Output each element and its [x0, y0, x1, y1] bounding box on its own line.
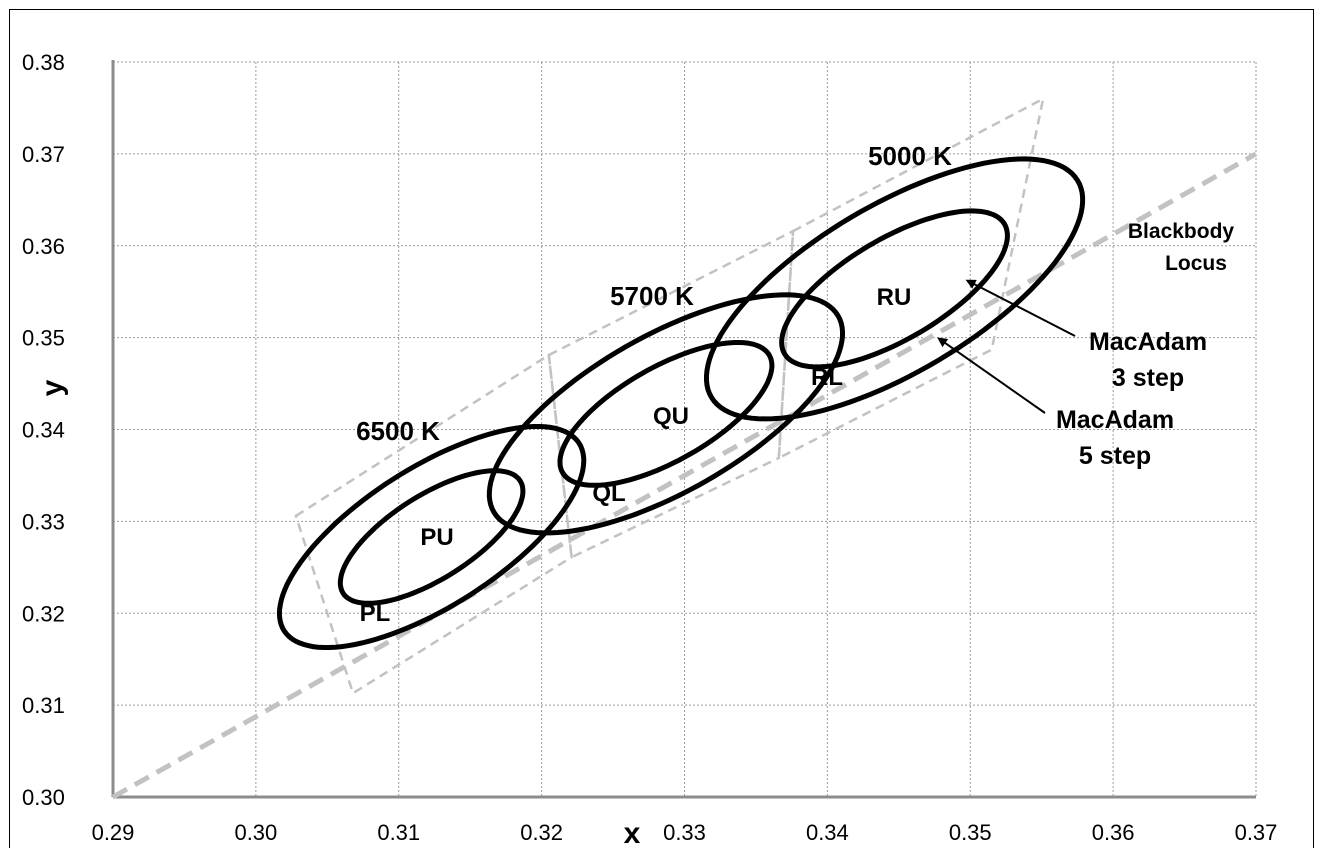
x-tick-label: 0.32: [520, 820, 563, 845]
tick-labels: 0.29 0.30 0.31 0.32 0.33 0.34 0.35 0.36 0.37 0.30…: [22, 50, 1277, 845]
macadam-5-step-ellipse: [704, 156, 1086, 422]
quadrangle: [547, 228, 795, 560]
quadrangle: [777, 96, 1045, 461]
macadam-ellipses: [276, 156, 1086, 650]
y-tick-label: 0.38: [22, 50, 65, 75]
x-tick-label: 0.37: [1235, 820, 1278, 845]
lower-ellipse-label: QL: [592, 480, 625, 507]
y-tick-label: 0.31: [22, 693, 65, 718]
y-tick-label: 0.33: [22, 509, 65, 534]
upper-ellipse-label: QU: [653, 403, 689, 430]
y-tick-label: 0.35: [22, 326, 65, 351]
chart-border: [9, 9, 1314, 853]
quadrangle: [294, 352, 573, 696]
labels: 6500 K PU PL 5700 K QU QL 5000 K RU RL: [356, 141, 952, 627]
x-tick-label: 0.35: [949, 820, 992, 845]
annotation-arrow: [965, 279, 1076, 337]
blackbody-label-line2: Locus: [1165, 252, 1227, 275]
x-tick-label: 0.34: [806, 820, 849, 845]
lower-ellipse-label: RL: [811, 364, 843, 391]
y-tick-label: 0.30: [22, 785, 65, 810]
x-tick-label: 0.36: [1092, 820, 1135, 845]
lower-ellipse-label: PL: [360, 600, 391, 627]
macadam-5-step-ellipse: [276, 424, 587, 650]
x-tick-label: 0.29: [92, 820, 135, 845]
macadam-5-step-ellipse: [486, 292, 845, 536]
axes: [111, 60, 1256, 799]
macadam-3-step-ellipse: [779, 208, 1010, 370]
blackbody-locus: Blackbody Locus: [111, 151, 1258, 800]
annotation-label-line1: MacAdam: [1089, 328, 1207, 356]
y-axis-title: y: [36, 379, 69, 396]
macadam-3-step-ellipse: [557, 340, 775, 488]
y-tick-label: 0.37: [22, 142, 65, 167]
x-tick-label: 0.33: [663, 820, 706, 845]
y-tick-label: 0.36: [22, 234, 65, 259]
upper-ellipse-label: PU: [420, 524, 453, 551]
x-tick-label: 0.31: [377, 820, 420, 845]
annotations: MacAdam 3 step MacAdam 5 step: [937, 279, 1207, 470]
annotation-label-line2: 3 step: [1112, 364, 1184, 392]
x-tick-label: 0.30: [234, 820, 277, 845]
quadrangles: [294, 96, 1045, 696]
y-tick-label: 0.34: [22, 418, 65, 443]
blackbody-locus-line: [111, 151, 1258, 800]
upper-ellipse-label: RU: [877, 284, 912, 311]
annotation-label-line1: MacAdam: [1056, 406, 1174, 434]
y-tick-label: 0.32: [22, 601, 65, 626]
x-axis-title: x: [624, 817, 641, 848]
cct-label: 5000 K: [868, 141, 952, 171]
annotation-arrow: [937, 337, 1046, 414]
cct-label: 6500 K: [356, 416, 440, 446]
annotation-label-line2: 5 step: [1079, 442, 1151, 470]
blackbody-label-line1: Blackbody: [1128, 220, 1235, 243]
cct-label: 5700 K: [610, 281, 694, 311]
